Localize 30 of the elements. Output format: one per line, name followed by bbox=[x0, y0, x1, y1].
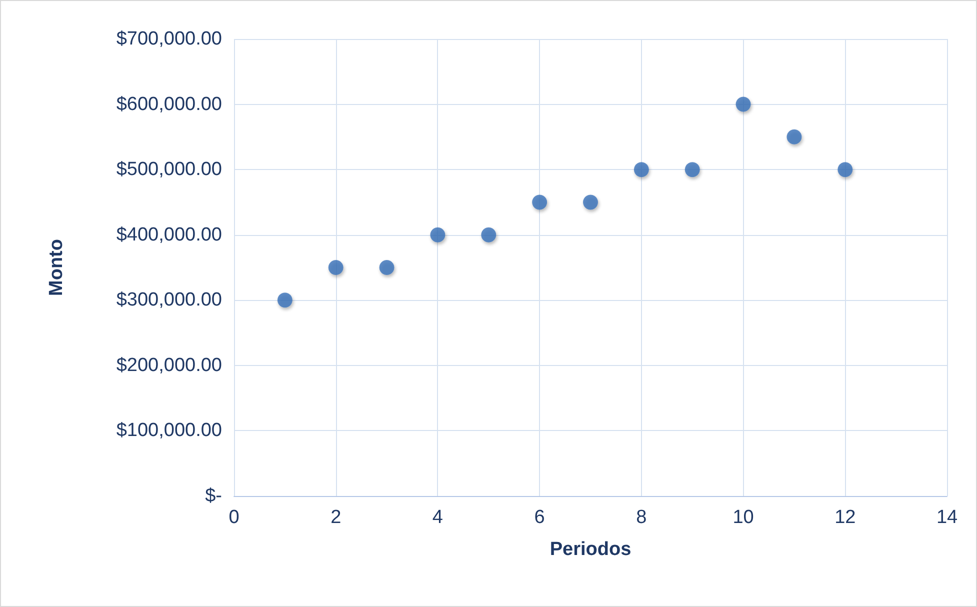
point bbox=[481, 227, 496, 242]
x-tick-label: 6 bbox=[534, 507, 545, 528]
y-axis-title: Monto bbox=[46, 239, 67, 296]
y-tick-label: $700,000.00 bbox=[116, 28, 222, 50]
y-tick-label: $500,000.00 bbox=[116, 159, 222, 180]
y-tick-label: $400,000.00 bbox=[116, 224, 222, 246]
point bbox=[583, 194, 598, 210]
point bbox=[277, 292, 292, 308]
y-tick-label: $200,000.00 bbox=[116, 354, 222, 376]
x-tick-label: 4 bbox=[432, 507, 444, 528]
point bbox=[786, 129, 802, 144]
x-tick-label: 10 bbox=[732, 507, 754, 528]
x-tick-label: 0 bbox=[228, 507, 240, 528]
point bbox=[532, 194, 548, 210]
y-tick-label: $- bbox=[205, 486, 222, 506]
x-tick-label: 14 bbox=[936, 507, 958, 528]
x-tick-label: 12 bbox=[834, 507, 856, 528]
y-tick-label: $300,000.00 bbox=[116, 290, 222, 311]
point bbox=[736, 96, 751, 112]
y-tick-label: $600,000.00 bbox=[116, 94, 222, 115]
y-tick-label: $100,000.00 bbox=[116, 420, 222, 442]
point bbox=[838, 162, 853, 178]
x-axis-title: Periodos bbox=[550, 539, 632, 560]
point bbox=[634, 162, 649, 178]
point bbox=[328, 260, 344, 275]
point bbox=[430, 227, 446, 242]
point bbox=[379, 260, 394, 275]
x-tick-label: 8 bbox=[636, 507, 647, 528]
x-tick-label: 2 bbox=[330, 507, 342, 528]
point bbox=[684, 162, 700, 178]
